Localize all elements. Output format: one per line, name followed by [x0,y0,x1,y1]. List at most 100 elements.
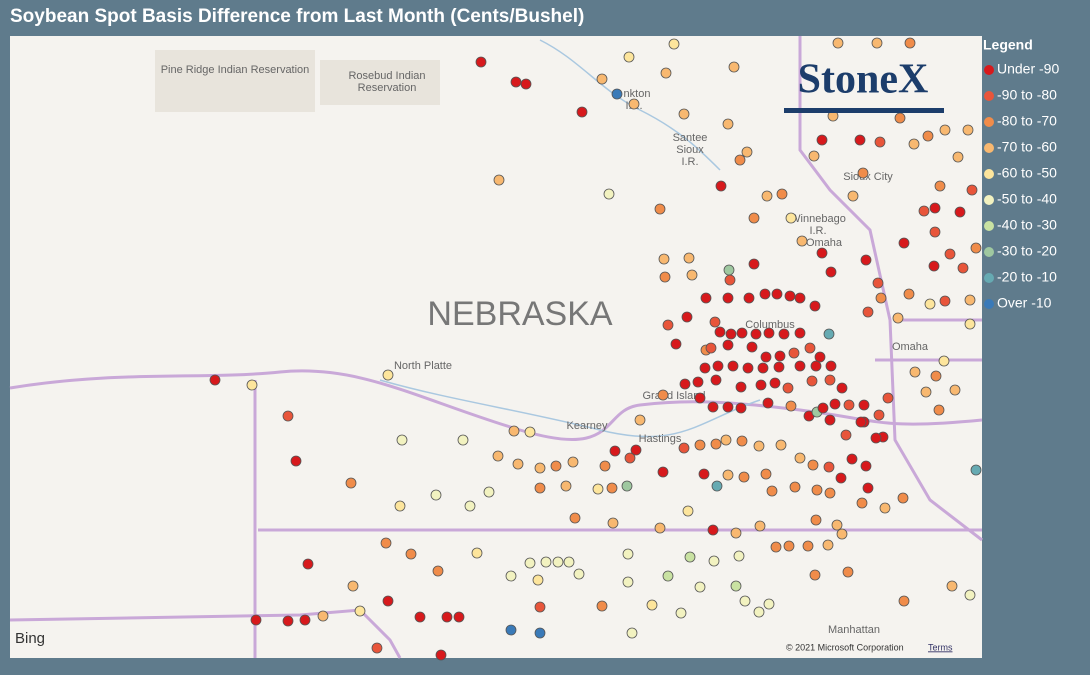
location-dot [769,377,781,389]
location-dot [855,416,867,428]
location-dot [807,459,819,471]
legend-marker [984,247,994,257]
location-dot [944,248,956,260]
location-dot [705,342,717,354]
location-dot [817,402,829,414]
location-dot [785,400,797,412]
location-dot [806,375,818,387]
location-dot [802,540,814,552]
location-dot [668,38,680,50]
map-label: I.R. [809,225,826,237]
location-dot [939,124,951,136]
location-dot [609,445,621,457]
location-dot [809,300,821,312]
location-dot [755,379,767,391]
location-dot [946,580,958,592]
location-dot [736,435,748,447]
location-dot [929,226,941,238]
location-dot [822,539,834,551]
map-label: Omaha [892,341,929,353]
location-dot [875,292,887,304]
location-dot [611,88,623,100]
location-dot [860,254,872,266]
location-dot [569,512,581,524]
location-dot [345,477,357,489]
legend-marker [984,91,994,101]
legend-marker [984,221,994,231]
location-dot [354,605,366,617]
location-dot [874,136,886,148]
location-dot [857,167,869,179]
location-dot [835,472,847,484]
location-dot [924,298,936,310]
location-dot [394,500,406,512]
legend-label: Under -90 [997,61,1059,77]
location-dot [596,600,608,612]
location-dot [683,252,695,264]
rivers [379,39,761,438]
legend-label: -60 to -50 [997,165,1057,181]
location-dot [928,260,940,272]
location-dot [576,106,588,118]
location-dot [761,190,773,202]
location-dot [658,253,670,265]
location-dot [692,376,704,388]
location-dot [646,599,658,611]
logo: StoneX [798,57,929,103]
location-dot [662,319,674,331]
location-dot [603,188,615,200]
location-dot [785,212,797,224]
location-dot [733,550,745,562]
location-dot [679,378,691,390]
map-label: Santee [673,132,708,144]
location-dot [380,537,392,549]
location-dot [534,627,546,639]
location-dot [949,384,961,396]
location-dot [512,458,524,470]
location-dot [534,462,546,474]
location-dot [847,190,859,202]
location-dot [794,327,806,339]
location-dot [860,460,872,472]
legend-label: -20 to -10 [997,269,1057,285]
location-dot [493,174,505,186]
location-dot [748,258,760,270]
location-dot [282,615,294,627]
legend-marker [984,299,994,309]
location-dot [871,37,883,49]
legend-label: -40 to -30 [997,217,1057,233]
legend: Under -90 -90 to -80 -80 to -70 -70 to -60 -… [984,61,1059,311]
location-dot [734,154,746,166]
location-dot [628,98,640,110]
location-dot [508,425,520,437]
terms-link[interactable]: Terms [928,642,953,652]
location-dot [722,339,734,351]
location-dot [811,484,823,496]
location-dot [964,589,976,601]
location-dot [789,481,801,493]
map-label: Sioux [676,144,704,156]
location-dot [657,389,669,401]
title: Soybean Spot Basis Difference from Last … [10,6,584,27]
location-dot [770,541,782,553]
location-dot [457,434,469,446]
location-dot [831,519,843,531]
location-dot [694,439,706,451]
location-dot [763,598,775,610]
location-dot [722,469,734,481]
location-dot [694,392,706,404]
location-dot [957,262,969,274]
logo-bar [784,108,944,113]
location-dot [846,453,858,465]
location-dot [771,288,783,300]
location-dot [870,432,882,444]
location-dot [922,130,934,142]
legend-marker [984,117,994,127]
map-label: Hastings [639,433,682,445]
location-dot [573,568,585,580]
location-dot [879,502,891,514]
location-dot [840,429,852,441]
location-dot [660,67,672,79]
location-dot [405,548,417,560]
location-dot [898,595,910,607]
